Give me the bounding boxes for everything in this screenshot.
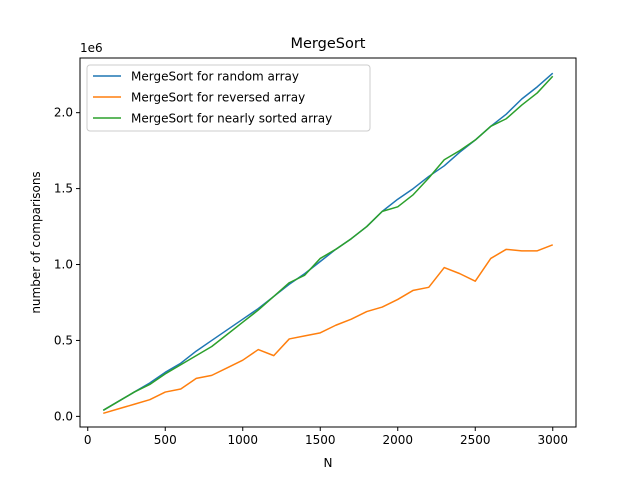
x-axis-ticks: 0 500 1000 1500 2000 2500 3000	[84, 427, 568, 447]
plot-frame	[79, 57, 577, 428]
y-axis-label: number of comparisons	[29, 171, 43, 313]
y-tick-label: 2.0	[54, 106, 73, 120]
y-tick-label: 0.5	[54, 333, 73, 347]
y-tick-label: 1.0	[54, 258, 73, 272]
x-tick-label: 1500	[305, 433, 336, 447]
x-tick-label: 2000	[382, 433, 413, 447]
series-line-mergesort-for-nearly-sorted-array	[102, 75, 554, 411]
x-tick-label: 3000	[537, 433, 568, 447]
y-tick-label: 1.5	[54, 182, 73, 196]
x-tick-label: 0	[84, 433, 92, 447]
x-tick-label: 2500	[460, 433, 491, 447]
chart-title: MergeSort	[291, 36, 366, 52]
legend-label: MergeSort for random array	[131, 70, 299, 84]
x-tick-label: 1000	[227, 433, 258, 447]
legend-label: MergeSort for reversed array	[131, 91, 305, 105]
x-tick-label: 500	[154, 433, 177, 447]
y-axis-ticks: 0.0 0.5 1.0 1.5 2.0	[54, 106, 80, 423]
x-axis-label: N	[324, 456, 333, 470]
legend-label: MergeSort for nearly sorted array	[131, 112, 332, 126]
series-line-mergesort-for-reversed-array	[103, 244, 554, 415]
legend-box	[86, 64, 371, 132]
series-lines	[102, 72, 554, 415]
y-axis-multiplier: 1e6	[80, 41, 103, 55]
legend: MergeSort for random array MergeSort for …	[86, 64, 371, 132]
y-tick-label: 0.0	[54, 409, 73, 423]
